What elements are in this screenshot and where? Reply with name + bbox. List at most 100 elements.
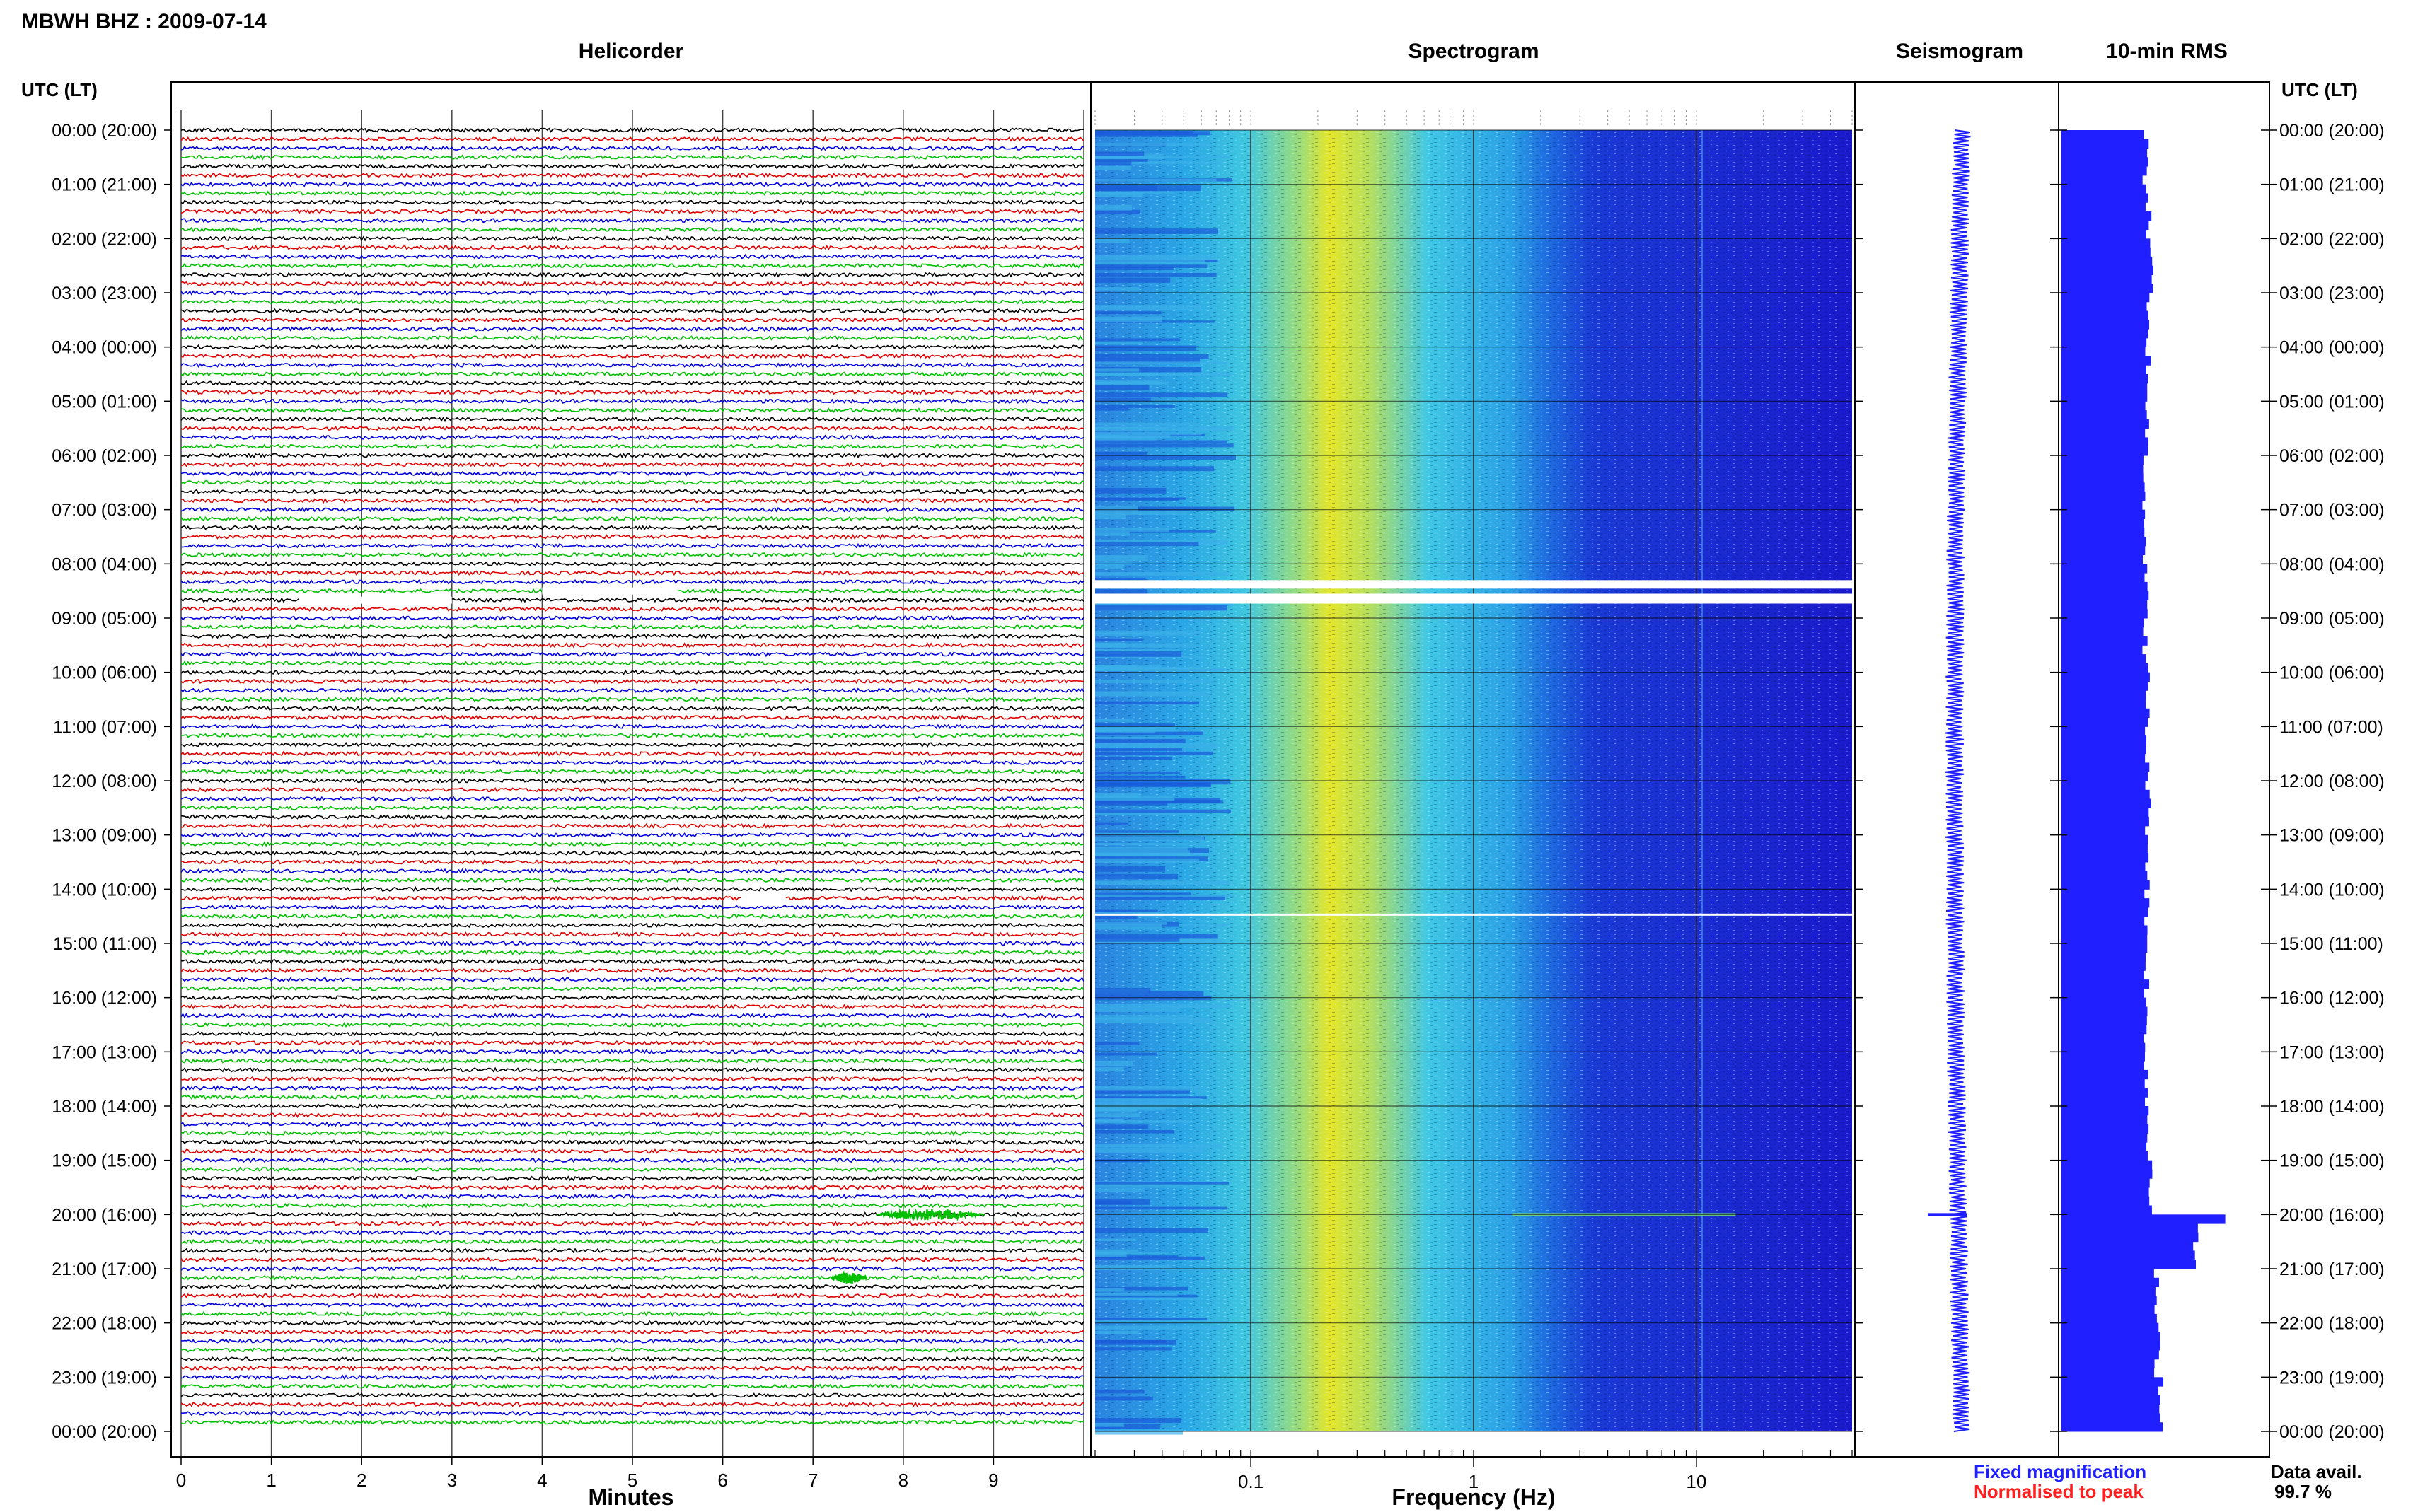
spectrogram-streak bbox=[1095, 738, 1186, 744]
helicorder-trace bbox=[180, 760, 1084, 766]
minute-tick-label: 9 bbox=[988, 1470, 998, 1491]
time-tick-right: 07:00 (03:00) bbox=[2279, 501, 2385, 521]
time-tick-right: 18:00 (14:00) bbox=[2279, 1097, 2385, 1117]
helicorder-trace bbox=[180, 733, 1084, 739]
helicorder-trace bbox=[180, 1040, 1084, 1046]
rms-bar bbox=[2061, 880, 2150, 890]
helicorder-gap bbox=[298, 596, 452, 604]
time-tick-left: 08:00 (04:00) bbox=[52, 554, 157, 574]
helicorder-trace bbox=[180, 497, 1084, 504]
rms-bar bbox=[2061, 410, 2147, 420]
time-tick-left: 10:00 (06:00) bbox=[52, 663, 157, 683]
rms-bar bbox=[2061, 934, 2148, 944]
spectrogram-streak bbox=[1095, 316, 1162, 322]
helicorder-trace bbox=[180, 1284, 1084, 1290]
rms-bar bbox=[2061, 310, 2148, 320]
helicorder-gap bbox=[542, 587, 678, 595]
time-tick-left: 02:00 (22:00) bbox=[52, 229, 157, 249]
spectrogram-streak bbox=[1095, 1113, 1140, 1117]
spectrogram-streak bbox=[1095, 392, 1228, 397]
rms-bar bbox=[2061, 1232, 2199, 1243]
rms-bar bbox=[2061, 600, 2148, 610]
helicorder-trace bbox=[180, 1229, 1084, 1235]
rms-bar bbox=[2061, 419, 2149, 429]
spectrogram-gap bbox=[1095, 593, 1852, 604]
rms-bar bbox=[2061, 1133, 2148, 1143]
helicorder-trace bbox=[180, 868, 1084, 874]
helicorder-trace bbox=[180, 533, 1084, 540]
seismogram-trace bbox=[1945, 129, 1971, 1432]
spectrogram-streak bbox=[1095, 228, 1219, 234]
time-tick-right: 00:00 (20:00) bbox=[2279, 1422, 2385, 1442]
helicorder-trace bbox=[180, 524, 1084, 531]
helicorder-trace bbox=[180, 578, 1084, 585]
spectrogram-streak bbox=[1095, 924, 1162, 930]
spectrogram-streak bbox=[1095, 737, 1210, 740]
helicorder-trace bbox=[180, 1329, 1084, 1335]
spectrogram-streak bbox=[1095, 1060, 1133, 1066]
spectrogram-streak bbox=[1095, 1286, 1188, 1291]
helicorder-trace bbox=[180, 1166, 1084, 1173]
page-title: MBWH BHZ : 2009-07-14 bbox=[21, 10, 267, 33]
rms-bar bbox=[2061, 1142, 2147, 1152]
time-tick-right: 16:00 (12:00) bbox=[2279, 989, 2385, 1008]
spectrogram-streak bbox=[1095, 728, 1155, 733]
helicorder-gap bbox=[741, 895, 786, 902]
rms-bar bbox=[2061, 500, 2143, 511]
time-tick-right: 03:00 (23:00) bbox=[2279, 284, 2385, 303]
helicorder-trace bbox=[180, 750, 1084, 757]
helicorder-trace bbox=[180, 1238, 1084, 1245]
helicorder-trace bbox=[180, 651, 1084, 658]
helicorder-trace bbox=[180, 1302, 1084, 1308]
helicorder-trace bbox=[180, 1139, 1084, 1146]
helicorder-trace bbox=[180, 1374, 1084, 1380]
spectrogram-streak bbox=[1095, 643, 1196, 648]
spectrogram-streak bbox=[1095, 858, 1200, 863]
helicorder-trace bbox=[181, 443, 1084, 450]
rms-bar bbox=[2061, 898, 2150, 908]
helicorder-trace bbox=[180, 1103, 1084, 1109]
rms-bar bbox=[2061, 1006, 2148, 1016]
helicorder-trace bbox=[180, 470, 1084, 477]
helicorder-trace bbox=[180, 326, 1084, 332]
rms-bar bbox=[2061, 672, 2150, 682]
seismogram-title: Seismogram bbox=[1896, 40, 2023, 63]
helicorder-trace bbox=[180, 308, 1084, 314]
helicorder-trace bbox=[180, 461, 1084, 467]
helicorder-trace bbox=[180, 253, 1084, 260]
helicorder-trace bbox=[180, 1392, 1084, 1398]
spectrogram-streak bbox=[1095, 802, 1168, 806]
helicorder-trace bbox=[180, 1293, 1084, 1299]
spectrogram-streak bbox=[1095, 991, 1204, 997]
rms-bar bbox=[2061, 798, 2151, 808]
rms-bar bbox=[2061, 1160, 2153, 1170]
spectrogram-streak bbox=[1095, 1330, 1139, 1334]
rms-bar bbox=[2061, 329, 2148, 339]
helicorder-trace bbox=[180, 633, 1084, 639]
spectrogram-streak bbox=[1095, 866, 1166, 872]
rms-bar bbox=[2061, 1052, 2145, 1062]
helicorder-trace bbox=[180, 714, 1084, 721]
helicorder-trace bbox=[180, 841, 1084, 847]
spectrogram-streak bbox=[1095, 367, 1202, 373]
helicorder-trace bbox=[180, 353, 1084, 359]
spectrogram-streak bbox=[1095, 555, 1149, 561]
rms-bar bbox=[2061, 446, 2148, 456]
spectrogram-streak bbox=[1095, 287, 1140, 291]
spectrogram-streak bbox=[1095, 837, 1205, 841]
spectrogram-streak bbox=[1095, 909, 1158, 912]
rms-bar bbox=[2061, 1097, 2146, 1107]
spectrogram-streak bbox=[1095, 922, 1167, 925]
minute-tick-label: 1 bbox=[266, 1470, 276, 1491]
spectrogram-streak bbox=[1095, 1252, 1127, 1257]
helicorder-trace bbox=[180, 931, 1084, 938]
helicorder-trace bbox=[180, 949, 1084, 956]
rms-bar bbox=[2061, 862, 2146, 872]
helicorder-trace bbox=[180, 136, 1084, 142]
spectrogram-streak bbox=[1095, 850, 1190, 856]
rms-bar bbox=[2061, 1359, 2155, 1369]
helicorder-trace bbox=[180, 1274, 1084, 1281]
helicorder-trace bbox=[180, 1085, 1084, 1091]
rms-bar bbox=[2061, 1368, 2155, 1378]
spectrogram-streak bbox=[1095, 1389, 1145, 1394]
